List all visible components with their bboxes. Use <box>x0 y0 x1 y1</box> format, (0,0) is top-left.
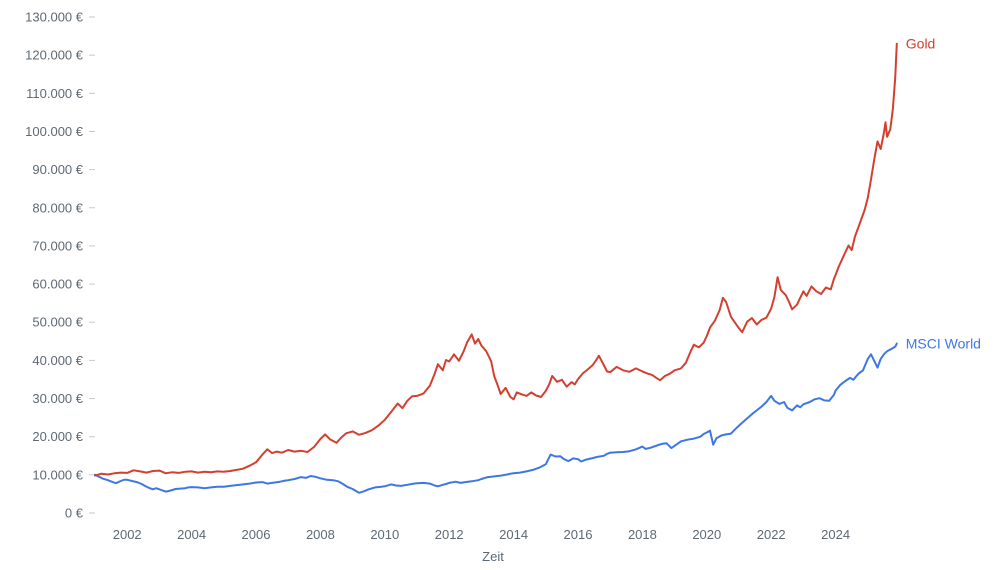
y-tick-label: 100.000 € <box>25 124 84 139</box>
msci-world-series-label: MSCI World <box>906 336 981 352</box>
y-tick-label: 0 € <box>65 506 84 521</box>
gold-line <box>94 42 898 477</box>
y-tick-label: 10.000 € <box>32 467 83 482</box>
y-tick-label: 130.000 € <box>25 10 84 25</box>
x-tick-label: 2016 <box>564 527 593 542</box>
y-tick-label: 60.000 € <box>32 277 83 292</box>
x-tick-label: 2014 <box>499 527 528 542</box>
x-tick-label: 2010 <box>370 527 399 542</box>
y-tick-label: 20.000 € <box>32 429 83 444</box>
x-tick-label: 2018 <box>628 527 657 542</box>
x-tick-label: 2008 <box>306 527 335 542</box>
y-tick-label: 40.000 € <box>32 353 83 368</box>
y-tick-label: 90.000 € <box>32 162 83 177</box>
msci-world-line <box>94 342 898 494</box>
y-tick-label: 80.000 € <box>32 200 83 215</box>
y-tick-label: 110.000 € <box>26 86 84 101</box>
x-tick-label: 2020 <box>692 527 721 542</box>
gold-series-label: Gold <box>906 36 936 52</box>
x-tick-label: 2006 <box>242 527 271 542</box>
x-tick-label: 2022 <box>757 527 786 542</box>
x-tick-label: 2024 <box>821 527 850 542</box>
x-tick-label: 2004 <box>177 527 206 542</box>
y-tick-label: 120.000 € <box>25 48 84 63</box>
x-tick-label: 2012 <box>435 527 464 542</box>
x-tick-label: 2002 <box>113 527 142 542</box>
x-axis-title: Zeit <box>482 549 504 564</box>
y-tick-label: 50.000 € <box>32 315 83 330</box>
y-tick-label: 30.000 € <box>32 391 83 406</box>
y-tick-label: 70.000 € <box>32 238 83 253</box>
